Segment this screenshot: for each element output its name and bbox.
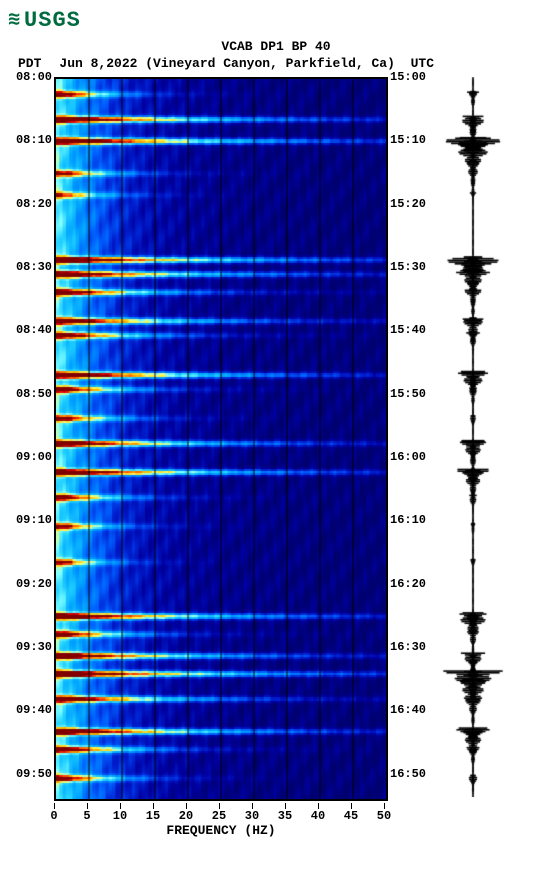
logo-wave-icon: ≋	[8, 11, 20, 31]
spectrogram-wrap: 08:0008:1008:2008:3008:4008:5009:0009:10…	[54, 77, 388, 837]
date-label: Jun 8,2022 (Vineyard Canyon, Parkfield, …	[59, 56, 394, 71]
seismogram-canvas	[438, 77, 508, 797]
tz-right-label: UTC	[411, 56, 434, 71]
x-axis-label: FREQUENCY (HZ)	[166, 823, 275, 838]
seismogram-wrap	[438, 77, 508, 797]
logo-text: USGS	[24, 8, 81, 33]
tz-left-label: PDT	[18, 56, 41, 71]
usgs-logo: ≋ USGS	[8, 8, 544, 33]
chart-title: VCAB DP1 BP 40	[8, 39, 544, 54]
x-axis: 05101520253035404550 FREQUENCY (HZ)	[54, 803, 388, 837]
spectrogram-canvas	[54, 77, 388, 801]
y-axis-left: 08:0008:1008:2008:3008:4008:5009:0009:10…	[12, 77, 52, 837]
chart-subtitle: PDT Jun 8,2022 (Vineyard Canyon, Parkfie…	[8, 56, 544, 71]
y-axis-right: 15:0015:1015:2015:3015:4015:5016:0016:10…	[390, 77, 430, 837]
